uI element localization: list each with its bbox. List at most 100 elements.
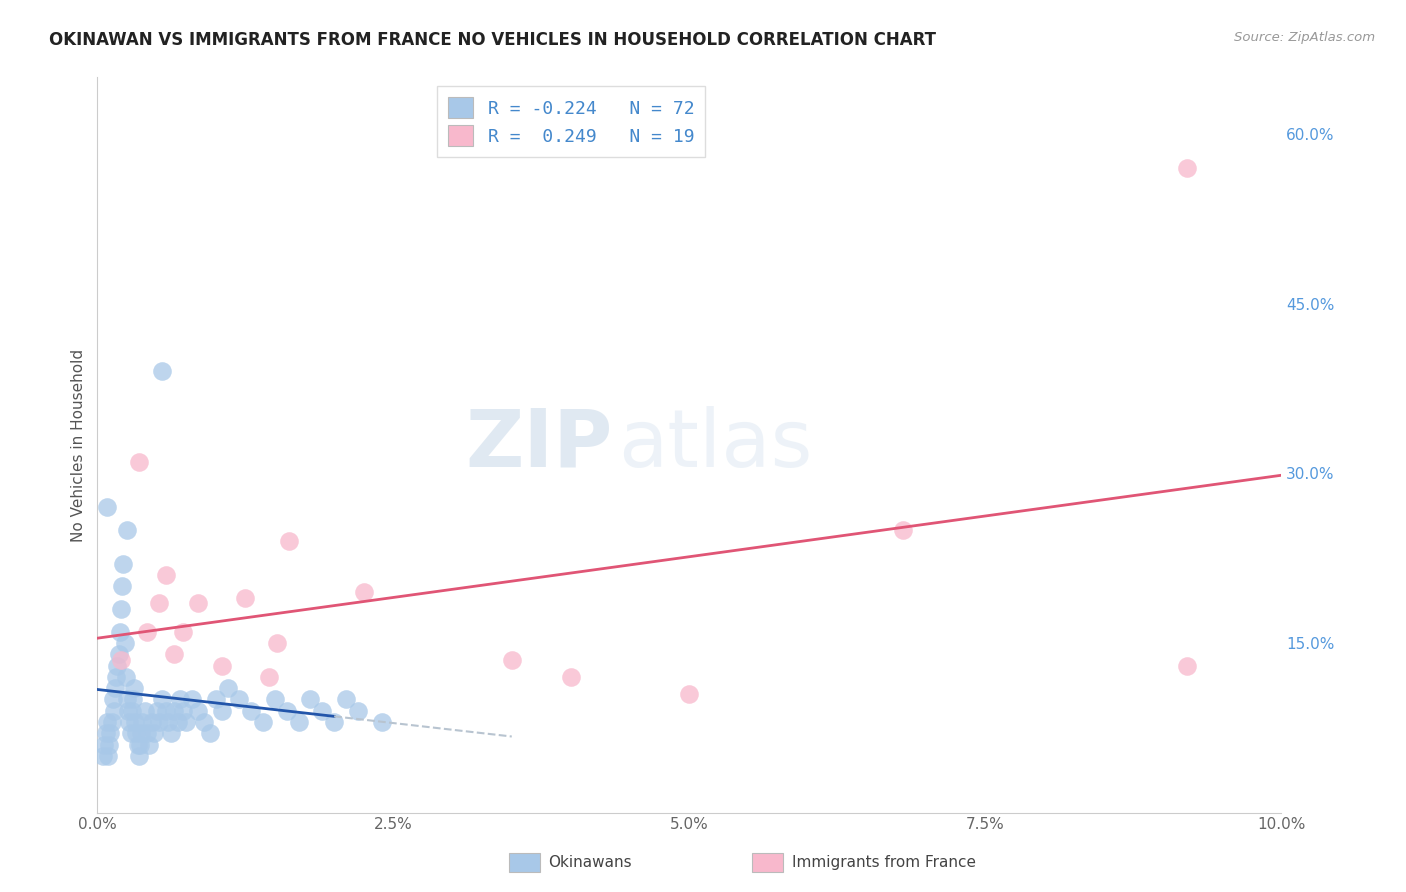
Y-axis label: No Vehicles in Household: No Vehicles in Household: [72, 349, 86, 541]
Point: [115, 692, 138, 706]
Point: [120, 726, 142, 740]
Point: [211, 704, 233, 718]
Text: atlas: atlas: [619, 406, 813, 484]
Point: [145, 704, 167, 718]
Point: [112, 557, 135, 571]
Point: [211, 658, 233, 673]
Point: [276, 704, 298, 718]
Point: [111, 579, 134, 593]
Point: [108, 624, 131, 639]
Point: [101, 692, 124, 706]
Point: [136, 624, 159, 639]
Point: [100, 714, 122, 729]
Point: [91, 749, 114, 764]
Point: [136, 726, 159, 740]
Point: [370, 714, 392, 729]
Point: [114, 670, 136, 684]
Point: [125, 726, 148, 740]
Point: [266, 636, 288, 650]
Point: [110, 602, 132, 616]
Point: [155, 568, 177, 582]
Point: [128, 749, 150, 764]
Point: [204, 692, 226, 706]
Point: [121, 704, 143, 718]
Point: [114, 636, 136, 650]
Legend: R = -0.224   N = 72, R =  0.249   N = 19: R = -0.224 N = 72, R = 0.249 N = 19: [437, 87, 704, 157]
Point: [107, 658, 129, 673]
Point: [97, 749, 120, 764]
Point: [891, 523, 914, 537]
Point: [129, 738, 152, 752]
Point: [1175, 161, 1198, 175]
Point: [1175, 658, 1198, 673]
Point: [163, 704, 186, 718]
Point: [141, 714, 163, 729]
Point: [129, 726, 152, 740]
Point: [159, 726, 181, 740]
Point: [96, 714, 118, 729]
Point: [167, 714, 190, 729]
Point: [323, 714, 346, 729]
Point: [134, 704, 156, 718]
Point: [181, 692, 204, 706]
Point: [98, 738, 121, 752]
Point: [198, 726, 221, 740]
Point: [353, 585, 375, 599]
Point: [560, 670, 582, 684]
Point: [148, 596, 170, 610]
Text: Okinawans: Okinawans: [548, 855, 631, 870]
Point: [172, 624, 194, 639]
Point: [118, 714, 141, 729]
Point: [103, 704, 125, 718]
Point: [110, 653, 132, 667]
Point: [148, 714, 170, 729]
Point: [311, 704, 333, 718]
Point: [122, 681, 145, 695]
Point: [124, 714, 146, 729]
Text: ZIP: ZIP: [465, 406, 613, 484]
Point: [187, 704, 209, 718]
Point: [287, 714, 309, 729]
Point: [104, 681, 127, 695]
Point: [299, 692, 322, 706]
Point: [264, 692, 287, 706]
Text: Source: ZipAtlas.com: Source: ZipAtlas.com: [1234, 31, 1375, 45]
Point: [157, 714, 180, 729]
Point: [678, 687, 700, 701]
Point: [138, 738, 160, 752]
Point: [257, 670, 280, 684]
Point: [172, 704, 194, 718]
Point: [122, 692, 145, 706]
Point: [174, 714, 197, 729]
Point: [169, 692, 191, 706]
Point: [217, 681, 239, 695]
Point: [128, 455, 150, 469]
Point: [115, 523, 138, 537]
Text: Immigrants from France: Immigrants from France: [792, 855, 976, 870]
Point: [235, 591, 257, 605]
Point: [100, 726, 122, 740]
Point: [252, 714, 274, 729]
Point: [278, 534, 301, 549]
Point: [93, 738, 115, 752]
Point: [193, 714, 215, 729]
Point: [131, 714, 153, 729]
Point: [94, 726, 117, 740]
Point: [117, 704, 139, 718]
Point: [163, 647, 186, 661]
Point: [228, 692, 250, 706]
Point: [501, 653, 523, 667]
Point: [152, 692, 174, 706]
Point: [105, 670, 128, 684]
Point: [152, 364, 174, 378]
Point: [335, 692, 357, 706]
Point: [96, 500, 118, 515]
Point: [127, 738, 149, 752]
Point: [107, 647, 129, 661]
Point: [155, 704, 177, 718]
Point: [347, 704, 370, 718]
Point: [143, 726, 166, 740]
Text: OKINAWAN VS IMMIGRANTS FROM FRANCE NO VEHICLES IN HOUSEHOLD CORRELATION CHART: OKINAWAN VS IMMIGRANTS FROM FRANCE NO VE…: [49, 31, 936, 49]
Point: [187, 596, 209, 610]
Point: [240, 704, 263, 718]
